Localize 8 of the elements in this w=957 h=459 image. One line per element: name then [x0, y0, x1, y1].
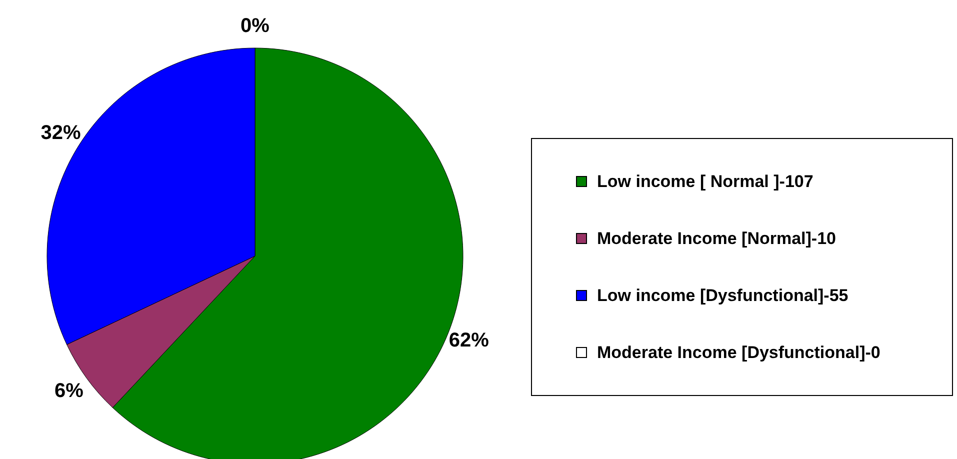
legend-label: Moderate Income [Dysfunctional]-0: [597, 342, 880, 362]
legend-label: Low income [Dysfunctional]-55: [597, 286, 848, 306]
legend-label: Low income [ Normal ]-107: [597, 172, 814, 192]
data-label: 6%: [54, 380, 84, 402]
text: 0%: [240, 15, 270, 37]
data-label: 32%: [40, 122, 82, 144]
data-label: 62%: [448, 330, 490, 352]
legend-label: Moderate Income [Normal]-10: [597, 228, 836, 248]
